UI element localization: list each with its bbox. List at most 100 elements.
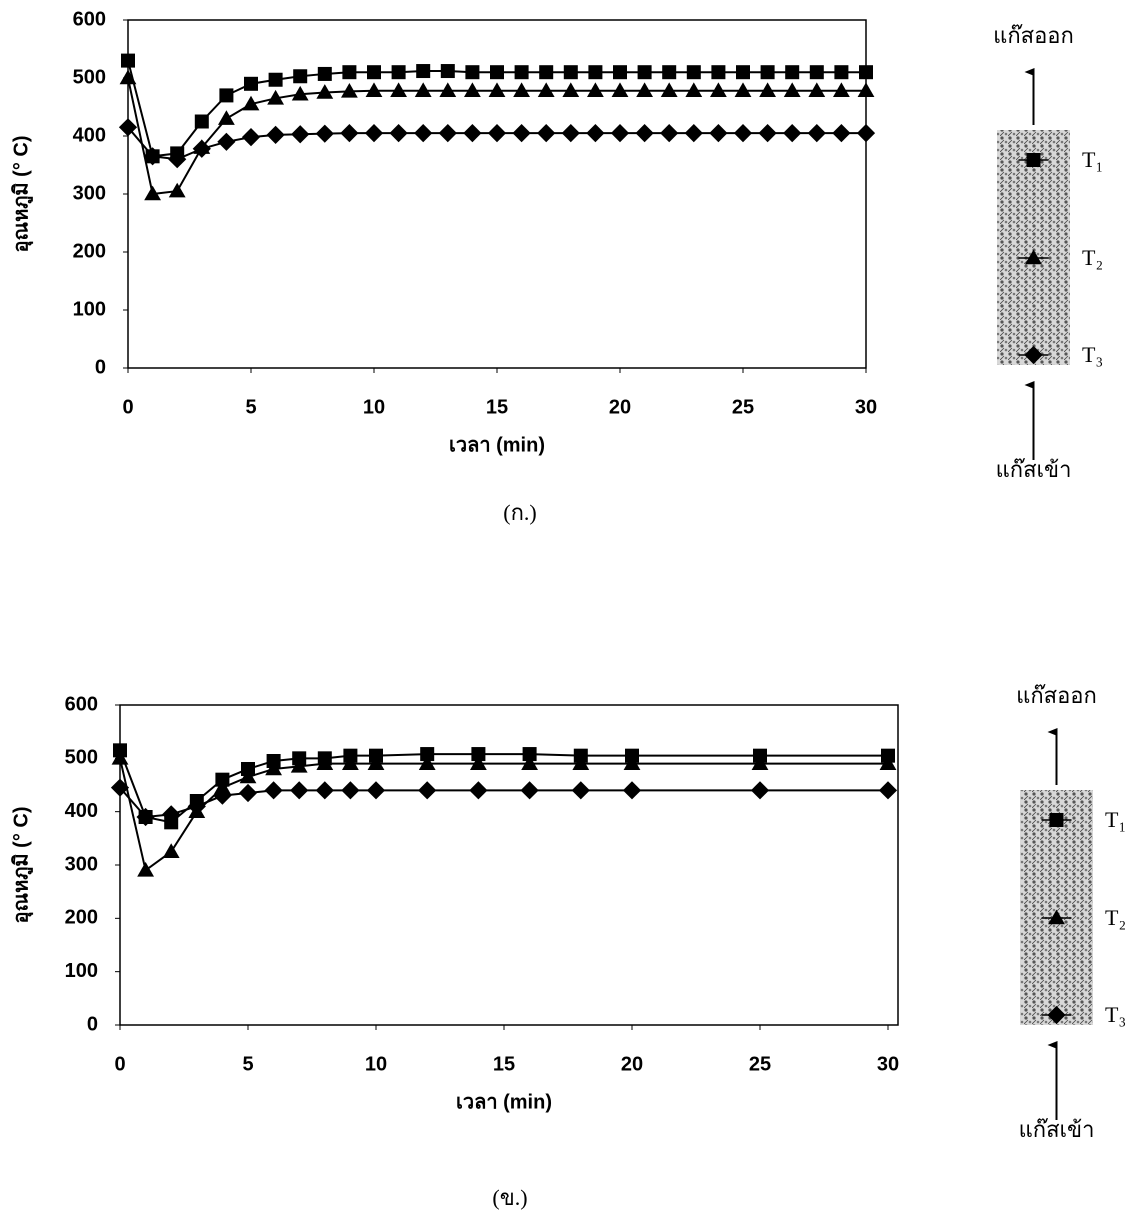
data-point (418, 781, 436, 799)
data-point (464, 82, 481, 97)
data-point (858, 82, 875, 97)
data-point (859, 65, 873, 79)
data-point (416, 64, 430, 78)
data-point (242, 128, 260, 146)
data-point (465, 65, 479, 79)
data-point (611, 124, 629, 142)
data-point (120, 70, 137, 85)
series-line (120, 788, 888, 817)
caption: (ข.) (492, 1185, 527, 1210)
data-point (623, 781, 641, 799)
data-point (685, 82, 702, 97)
data-point (711, 65, 725, 79)
legend-label: T₃ (1082, 342, 1103, 367)
legend-label: T₁ (1105, 807, 1126, 832)
data-point (441, 64, 455, 78)
data-point (539, 65, 553, 79)
data-point (318, 67, 332, 81)
outlet-label: แก๊สออก (993, 23, 1074, 48)
data-point (269, 73, 283, 87)
data-point (515, 65, 529, 79)
data-point (488, 124, 506, 142)
data-point (415, 82, 432, 97)
x-tick-label: 25 (749, 1053, 771, 1075)
y-tick-label: 500 (65, 747, 98, 769)
data-point (588, 65, 602, 79)
y-tick-label: 600 (65, 693, 98, 715)
inlet-label: แก๊สเข้า (1019, 1117, 1095, 1142)
data-point (734, 124, 752, 142)
data-point (587, 82, 604, 97)
data-point (783, 124, 801, 142)
data-point (291, 125, 309, 143)
data-point (710, 82, 727, 97)
data-point (562, 82, 579, 97)
data-point (342, 65, 356, 79)
data-point (195, 115, 209, 129)
y-tick-label: 600 (73, 8, 106, 30)
data-point (489, 82, 506, 97)
data-point (463, 124, 481, 142)
x-tick-label: 30 (855, 396, 877, 418)
data-point (367, 781, 385, 799)
data-point (390, 124, 408, 142)
data-point (290, 781, 308, 799)
outlet-label: แก๊สออก (1016, 683, 1097, 708)
data-point (832, 124, 850, 142)
data-point (439, 82, 456, 97)
data-point (538, 82, 555, 97)
data-point (137, 862, 154, 877)
data-point (365, 124, 383, 142)
data-point (366, 82, 383, 97)
data-point (761, 65, 775, 79)
data-point (662, 65, 676, 79)
data-point (636, 82, 653, 97)
data-point (833, 82, 850, 97)
data-point (784, 82, 801, 97)
data-point (340, 124, 358, 142)
data-point (562, 124, 580, 142)
data-point (834, 65, 848, 79)
data-point (490, 65, 504, 79)
y-tick-label: 0 (87, 1013, 98, 1035)
x-tick-label: 20 (609, 396, 631, 418)
data-point (239, 784, 257, 802)
data-point (213, 787, 231, 805)
data-point (163, 843, 180, 858)
x-axis-label: เวลา (min) (456, 1091, 552, 1113)
y-tick-label: 100 (73, 298, 106, 320)
x-tick-label: 10 (365, 1053, 387, 1075)
data-point (612, 82, 629, 97)
x-tick-label: 5 (245, 396, 256, 418)
data-point (293, 69, 307, 83)
y-tick-label: 500 (73, 66, 106, 88)
data-point (636, 124, 654, 142)
data-point (638, 65, 652, 79)
data-point (341, 781, 359, 799)
data-point (169, 183, 186, 198)
data-point (217, 133, 235, 151)
data-point (121, 54, 135, 68)
y-axis-label: อุณหภูมิ (° C) (10, 807, 34, 924)
data-point (879, 781, 897, 799)
y-tick-label: 300 (65, 853, 98, 875)
data-point (267, 126, 285, 144)
inlet-label: แก๊สเข้า (996, 457, 1072, 482)
data-point (810, 65, 824, 79)
data-point (219, 88, 233, 102)
legend-label: T₃ (1105, 1002, 1126, 1027)
data-point (736, 65, 750, 79)
legend-label: T₁ (1082, 147, 1103, 172)
data-point (572, 781, 590, 799)
data-point (513, 82, 530, 97)
data-point (316, 125, 334, 143)
x-tick-label: 0 (122, 396, 133, 418)
data-point (751, 781, 769, 799)
y-tick-label: 100 (65, 960, 98, 982)
data-point (265, 781, 283, 799)
data-point (392, 65, 406, 79)
y-tick-label: 400 (65, 800, 98, 822)
data-point (367, 65, 381, 79)
data-point (537, 124, 555, 142)
series-line (120, 750, 888, 822)
